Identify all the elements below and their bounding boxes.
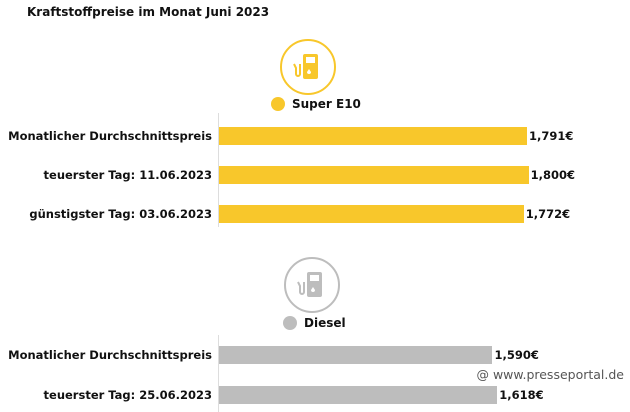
legend-item: Super E10 <box>271 97 361 111</box>
fuel-pump-icon <box>279 38 337 100</box>
watermark: @ www.presseportal.de <box>476 367 624 382</box>
axis-line <box>218 335 219 412</box>
bar <box>219 346 493 364</box>
bar <box>219 386 498 404</box>
bar <box>219 127 528 145</box>
bar <box>219 205 524 223</box>
fuel-pump-icon <box>283 256 341 318</box>
category-label: teuerster Tag: 25.06.2023 <box>43 388 212 402</box>
category-label: günstigster Tag: 03.06.2023 <box>29 207 212 221</box>
category-label: Monatlicher Durchschnittspreis <box>8 129 212 143</box>
legend-label: Super E10 <box>292 97 361 111</box>
category-label: Monatlicher Durchschnittspreis <box>8 348 212 362</box>
legend-swatch <box>271 97 285 111</box>
data-label: 1,791€ <box>529 129 574 143</box>
data-label: 1,800€ <box>530 168 575 182</box>
axis-line <box>218 113 219 227</box>
category-label: teuerster Tag: 11.06.2023 <box>43 168 212 182</box>
chart-title: Kraftstoffpreise im Monat Juni 2023 <box>27 5 270 19</box>
data-label: 1,590€ <box>494 348 539 362</box>
data-label: 1,772€ <box>525 207 571 221</box>
legend-item: Diesel <box>283 316 346 330</box>
legend-label: Diesel <box>304 316 346 330</box>
data-label: 1,618€ <box>499 388 544 402</box>
bar <box>219 166 529 184</box>
legend-swatch <box>283 316 297 330</box>
